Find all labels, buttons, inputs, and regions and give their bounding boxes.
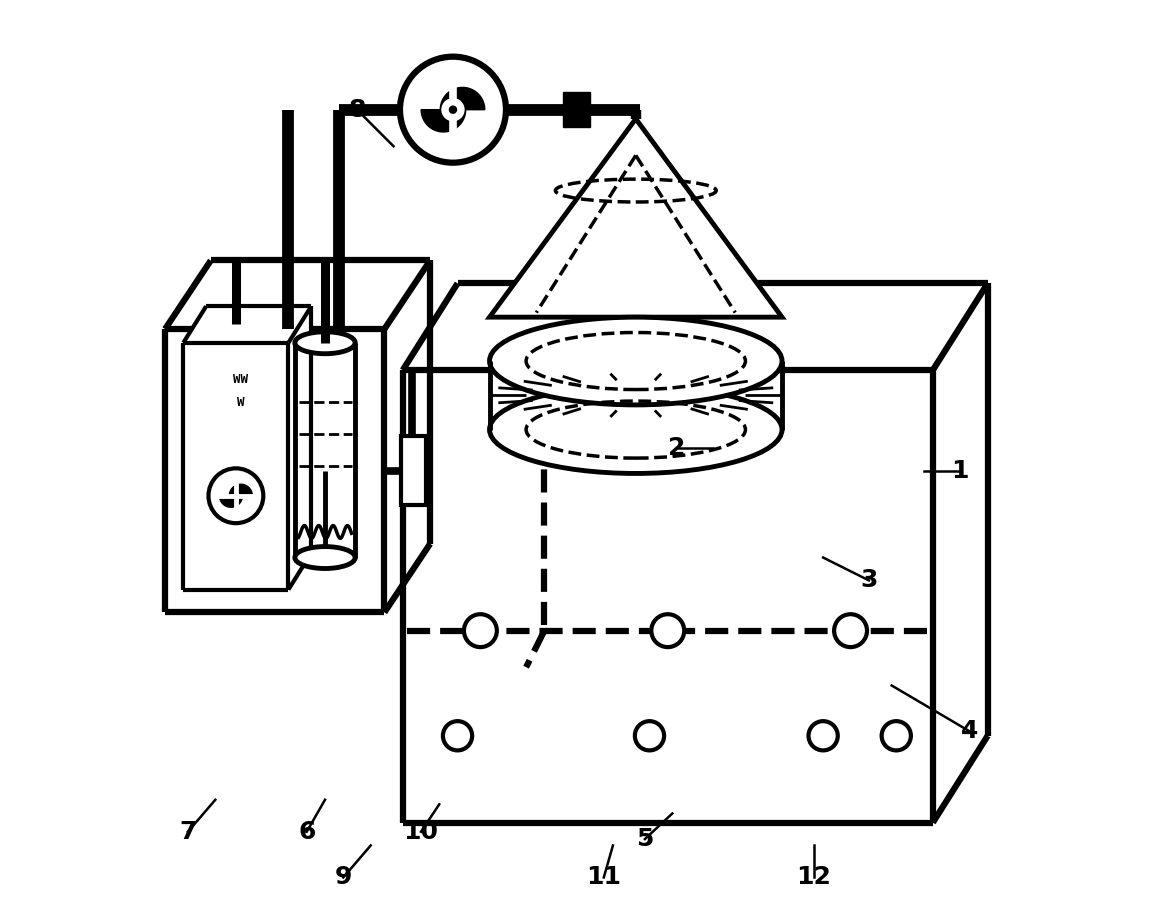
Text: 12: 12: [796, 866, 831, 889]
Circle shape: [464, 614, 497, 647]
Text: 5: 5: [636, 827, 653, 851]
Text: 6: 6: [299, 820, 315, 844]
Polygon shape: [165, 260, 430, 329]
Polygon shape: [933, 283, 987, 823]
Polygon shape: [440, 88, 485, 110]
Polygon shape: [384, 260, 430, 612]
Circle shape: [400, 57, 506, 163]
Text: WW: WW: [233, 373, 248, 386]
Ellipse shape: [295, 547, 355, 569]
Text: 9: 9: [335, 866, 352, 889]
Polygon shape: [562, 92, 590, 127]
Polygon shape: [288, 306, 311, 590]
Text: 11: 11: [587, 866, 622, 889]
Polygon shape: [295, 343, 355, 558]
Text: 10: 10: [404, 820, 438, 844]
Circle shape: [443, 721, 472, 750]
Polygon shape: [489, 119, 782, 317]
Circle shape: [808, 721, 837, 750]
Polygon shape: [230, 484, 252, 495]
Ellipse shape: [489, 317, 782, 405]
Text: 7: 7: [179, 820, 197, 844]
Polygon shape: [165, 329, 384, 612]
Polygon shape: [400, 437, 426, 505]
Text: W: W: [237, 396, 245, 409]
Polygon shape: [403, 370, 933, 823]
Circle shape: [208, 468, 263, 523]
Text: 4: 4: [960, 719, 978, 743]
Text: 2: 2: [669, 436, 685, 460]
Ellipse shape: [295, 332, 355, 354]
Polygon shape: [184, 306, 311, 343]
Text: 3: 3: [861, 569, 877, 592]
Text: 1: 1: [952, 459, 968, 483]
Polygon shape: [184, 343, 288, 590]
Circle shape: [448, 105, 457, 114]
Polygon shape: [219, 495, 242, 507]
Ellipse shape: [489, 386, 782, 473]
Circle shape: [834, 614, 867, 647]
Polygon shape: [422, 110, 466, 132]
Text: 8: 8: [348, 98, 365, 122]
Circle shape: [882, 721, 911, 750]
Polygon shape: [403, 283, 987, 370]
Circle shape: [635, 721, 664, 750]
Circle shape: [441, 98, 465, 122]
Circle shape: [651, 614, 684, 647]
